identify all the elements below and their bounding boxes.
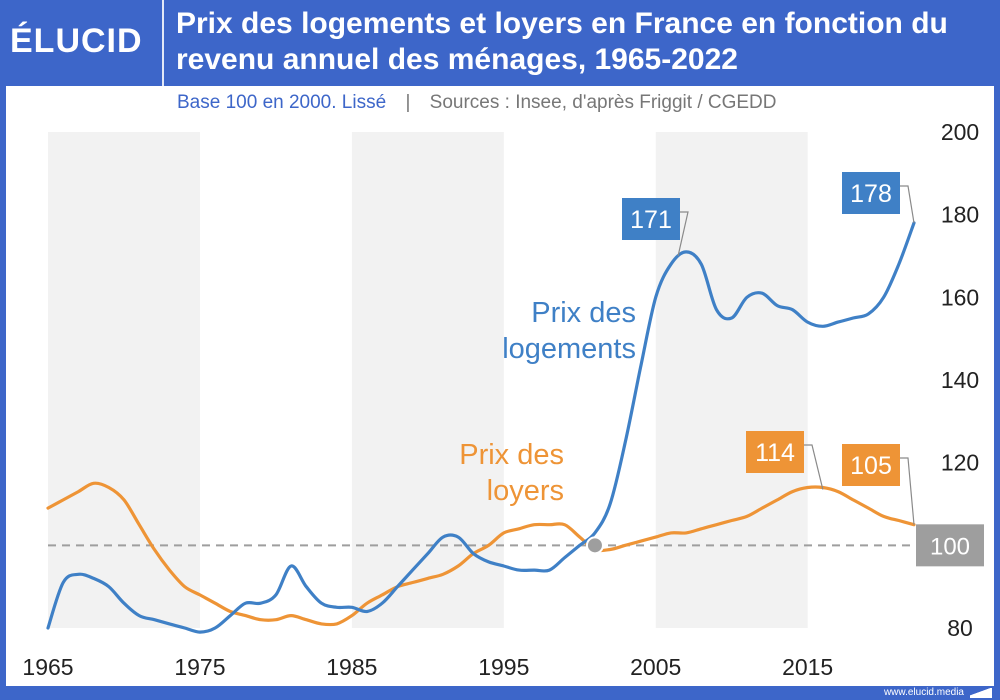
housing-peak-callout-label: 171	[630, 206, 672, 234]
rent-series-label: Prix des loyers	[459, 439, 564, 507]
rent-peak-callout-box	[746, 431, 804, 473]
y-tick-label: 140	[941, 367, 979, 393]
reference-label-box	[916, 524, 984, 567]
subtitle-base: Base 100 en 2000. Lissé	[177, 92, 386, 113]
rent-end-callout-box	[842, 444, 900, 486]
rent-end-callout-label: 105	[850, 452, 892, 480]
housing-series-label: Prix des logements	[502, 297, 636, 365]
value-callouts: 171 178 114 105	[622, 172, 915, 525]
source-note: Sources : Insee, d'après Friggit / CGEDD	[430, 92, 777, 113]
chart-title: Prix des logements et loyers en France e…	[176, 7, 948, 76]
rent-peak-callout-leader	[804, 444, 824, 490]
housing-end-callout-box	[842, 172, 900, 214]
reference-label: 100	[930, 533, 970, 560]
x-tick-label: 1965	[22, 654, 73, 680]
y-tick-label: 120	[941, 450, 979, 476]
x-tick-label: 2005	[630, 654, 681, 680]
y-axis-tick-labels: 80 120 140 160 180 200	[941, 119, 979, 641]
housing-end-callout-leader	[900, 185, 915, 224]
x-axis-tick-labels: 1965 1975 1985 1995 2005 2015	[22, 654, 833, 680]
x-tick-label: 1975	[174, 654, 225, 680]
y-tick-label: 80	[947, 615, 973, 641]
series-labels: Prix des logements Prix des loyers	[459, 297, 636, 507]
footer-url: www.elucid.media	[883, 687, 964, 698]
y-tick-label: 180	[941, 202, 979, 228]
housing-peak-callout-box	[622, 198, 680, 240]
series-lines	[46, 221, 916, 634]
header: ÉLUCID Prix des logements et loyers en F…	[0, 0, 1000, 86]
rent-peak-callout-label: 114	[755, 439, 795, 467]
intersection-marker	[585, 536, 604, 555]
y-tick-label: 200	[941, 119, 979, 145]
reference-line-group: 100	[48, 524, 984, 567]
x-tick-label: 2015	[782, 654, 833, 680]
footer-logo-mark	[970, 688, 992, 698]
housing-peak-callout-leader	[677, 211, 689, 256]
footer: www.elucid.media	[0, 686, 1000, 700]
housing-end-callout-label: 178	[850, 180, 892, 208]
header-divider	[162, 0, 164, 86]
x-tick-label: 1985	[326, 654, 377, 680]
housing-price-line	[46, 221, 916, 634]
decade-band	[48, 132, 200, 628]
rent-end-callout-leader	[900, 457, 915, 525]
elucid-logo: ÉLUCID	[10, 21, 143, 60]
rent-price-line	[46, 481, 916, 627]
subtitle-separator: |	[405, 92, 410, 113]
chart-subtitle: Base 100 en 2000. Lissé | Sources : Inse…	[177, 92, 777, 113]
x-tick-label: 1995	[478, 654, 529, 680]
y-tick-label: 160	[941, 284, 979, 310]
